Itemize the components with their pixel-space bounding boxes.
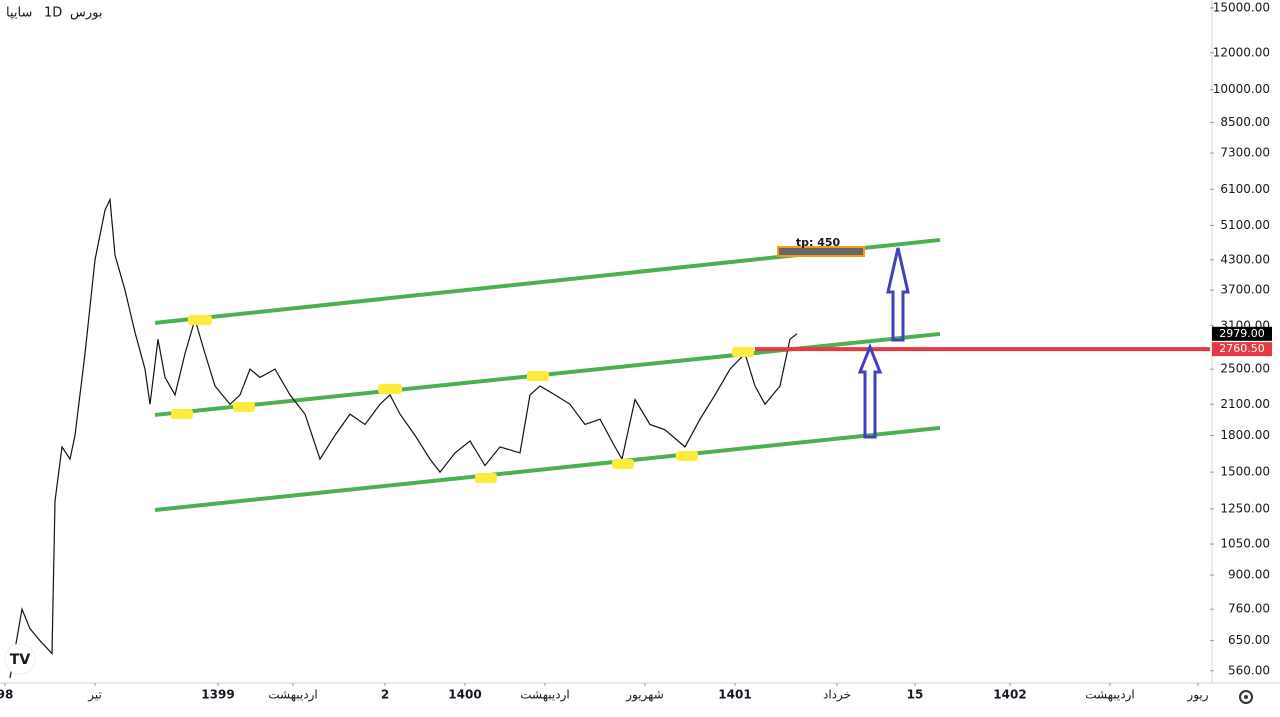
y-tick-label: 12000.00 bbox=[1213, 45, 1270, 59]
price-tag-label: 2979.00 bbox=[1219, 327, 1265, 340]
arrow bbox=[857, 342, 883, 439]
annotation: tp: 450 bbox=[796, 236, 841, 249]
tp-box bbox=[777, 246, 865, 257]
logo: TV bbox=[4, 643, 36, 675]
x-tick-label: ریور bbox=[1186, 688, 1208, 703]
settings-icon[interactable] bbox=[1239, 690, 1253, 704]
y-tick-label: 650.00 bbox=[1228, 633, 1270, 647]
marker bbox=[527, 371, 549, 381]
marker bbox=[475, 473, 497, 483]
marker bbox=[233, 402, 255, 412]
y-tick-label: 5100.00 bbox=[1220, 218, 1270, 232]
y-tick-label: 3700.00 bbox=[1220, 283, 1270, 297]
x-tick-label: خرداد bbox=[823, 688, 851, 703]
price-line bbox=[9, 197, 798, 679]
y-tick-label: 6100.00 bbox=[1220, 182, 1270, 196]
price-tag-label: 2760.50 bbox=[1219, 342, 1265, 355]
x-tick-label: اردیبهشت bbox=[520, 688, 569, 703]
y-tick-label: 10000.00 bbox=[1213, 82, 1270, 96]
x-tick-label: 98 bbox=[0, 688, 13, 702]
marker bbox=[171, 409, 193, 419]
marker bbox=[188, 315, 212, 325]
x-tick-label: 1401 bbox=[718, 688, 751, 702]
symbol: سایپا bbox=[6, 6, 32, 21]
y-tick-label: 560.00 bbox=[1228, 663, 1270, 677]
trend-line bbox=[154, 425, 941, 512]
y-tick-label: 15000.00 bbox=[1213, 0, 1270, 14]
marker bbox=[676, 451, 698, 461]
marker bbox=[732, 347, 754, 357]
y-tick-label: 760.00 bbox=[1228, 602, 1270, 616]
x-tick-label: 1399 bbox=[201, 688, 234, 702]
interval: 1D bbox=[44, 6, 62, 21]
x-tick-label: شهریور bbox=[625, 688, 664, 703]
y-tick-label: 1050.00 bbox=[1220, 537, 1270, 551]
marker bbox=[612, 459, 634, 469]
y-tick-label: 2100.00 bbox=[1220, 397, 1270, 411]
x-tick-label: 1402 bbox=[993, 688, 1026, 702]
y-tick-label: 4300.00 bbox=[1220, 252, 1270, 266]
price-tag bbox=[1212, 342, 1272, 357]
y-tick-label: 1500.00 bbox=[1220, 465, 1270, 479]
x-tick-label: اردیبهشت bbox=[1085, 688, 1134, 703]
x-tick-label: اردیبهشت bbox=[268, 688, 317, 703]
x-tick-label: 1400 bbox=[448, 688, 481, 702]
exchange: بورس bbox=[70, 6, 102, 21]
markers bbox=[171, 315, 754, 483]
x-tick-label: تیر bbox=[87, 688, 102, 703]
arrow bbox=[886, 247, 910, 342]
x-tick-label: 15 bbox=[907, 688, 924, 702]
y-tick-label: 2500.00 bbox=[1220, 362, 1270, 376]
x-tick-label: 2 bbox=[381, 688, 389, 702]
y-tick-label: 1250.00 bbox=[1220, 501, 1270, 515]
marker bbox=[378, 384, 402, 394]
y-tick-label: 7300.00 bbox=[1220, 146, 1270, 160]
y-tick-label: 900.00 bbox=[1228, 568, 1270, 582]
price-tag bbox=[1212, 326, 1272, 341]
plot: 560.00 650.00 760.00 900.00 1050.00 1250.00 15… bbox=[0, 0, 1272, 703]
y-tick-label: 1800.00 bbox=[1220, 428, 1270, 442]
y-tick-label: 8500.00 bbox=[1220, 115, 1270, 129]
svg-text:TV: TV bbox=[10, 652, 31, 668]
